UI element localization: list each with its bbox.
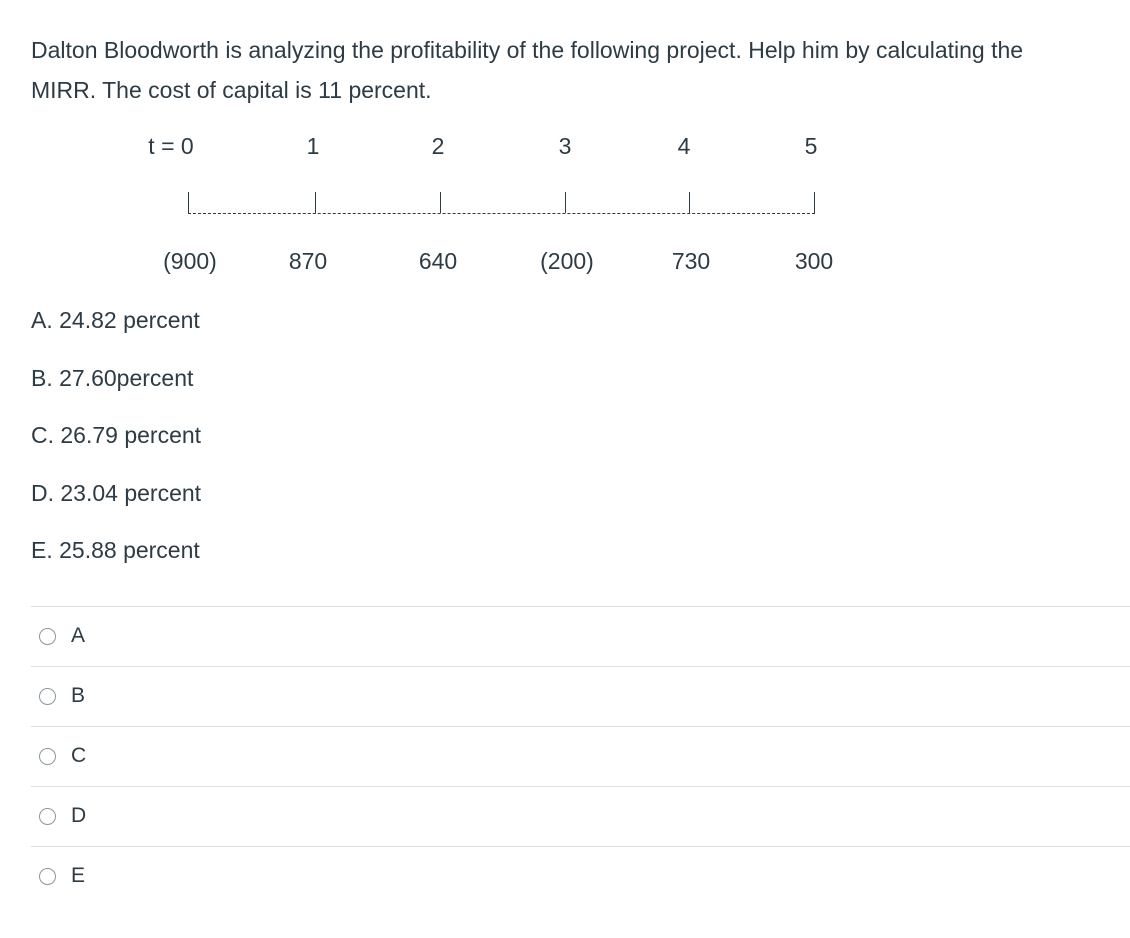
timeline-tick bbox=[689, 192, 690, 213]
cash-flow-timeline: t = 0 1 2 3 4 5 (900) 870 640 (200) 730 … bbox=[0, 0, 1130, 300]
question-line-1: Dalton Bloodworth is analyzing the profi… bbox=[31, 37, 1024, 63]
radio-button-b[interactable] bbox=[39, 688, 56, 705]
answer-option-d[interactable]: D bbox=[31, 786, 1130, 846]
radio-button-d[interactable] bbox=[39, 808, 56, 825]
answer-label-b: B bbox=[71, 684, 86, 707]
radio-button-e[interactable] bbox=[39, 868, 56, 885]
timeline-tick bbox=[565, 192, 566, 213]
timeline-period-2: 2 bbox=[431, 133, 445, 159]
timeline-tick bbox=[188, 192, 189, 213]
timeline-cash-flow-1: 870 bbox=[288, 248, 328, 274]
choice-text-d: D. 23.04 percent bbox=[31, 480, 202, 506]
answer-option-b[interactable]: B bbox=[31, 666, 1130, 726]
timeline-axis bbox=[188, 213, 815, 214]
question-text: Dalton Bloodworth is analyzing the profi… bbox=[31, 30, 1130, 110]
question-line-2: MIRR. The cost of capital is 11 percent. bbox=[31, 77, 432, 103]
choice-text-c: C. 26.79 percent bbox=[31, 422, 202, 448]
timeline-cash-flow-4: 730 bbox=[671, 248, 711, 274]
answer-label-c: C bbox=[71, 744, 87, 767]
choice-text-e: E. 25.88 percent bbox=[31, 537, 200, 563]
answer-label-d: D bbox=[71, 804, 87, 827]
timeline-cash-flow-3: (200) bbox=[540, 248, 594, 274]
answer-options: A B C D E bbox=[31, 606, 1130, 906]
choice-text-a: A. 24.82 percent bbox=[31, 307, 200, 333]
timeline-period-4: 4 bbox=[677, 133, 691, 159]
timeline-period-0: t = 0 bbox=[148, 133, 194, 159]
timeline-cash-flow-5: 300 bbox=[794, 248, 834, 274]
answer-label-e: E bbox=[71, 864, 86, 887]
timeline-tick bbox=[814, 192, 815, 213]
radio-button-c[interactable] bbox=[39, 748, 56, 765]
timeline-period-1: 1 bbox=[306, 133, 320, 159]
answer-label-a: A bbox=[71, 624, 86, 647]
timeline-cash-flow-2: 640 bbox=[418, 248, 458, 274]
timeline-cash-flow-0: (900) bbox=[163, 248, 217, 274]
timeline-period-5: 5 bbox=[804, 133, 818, 159]
radio-button-a[interactable] bbox=[39, 628, 56, 645]
answer-option-a[interactable]: A bbox=[31, 606, 1130, 666]
choice-text-b: B. 27.60percent bbox=[31, 365, 194, 391]
timeline-period-3: 3 bbox=[558, 133, 572, 159]
timeline-tick bbox=[315, 192, 316, 213]
answer-option-e[interactable]: E bbox=[31, 846, 1130, 906]
timeline-tick bbox=[440, 192, 441, 213]
answer-option-c[interactable]: C bbox=[31, 726, 1130, 786]
